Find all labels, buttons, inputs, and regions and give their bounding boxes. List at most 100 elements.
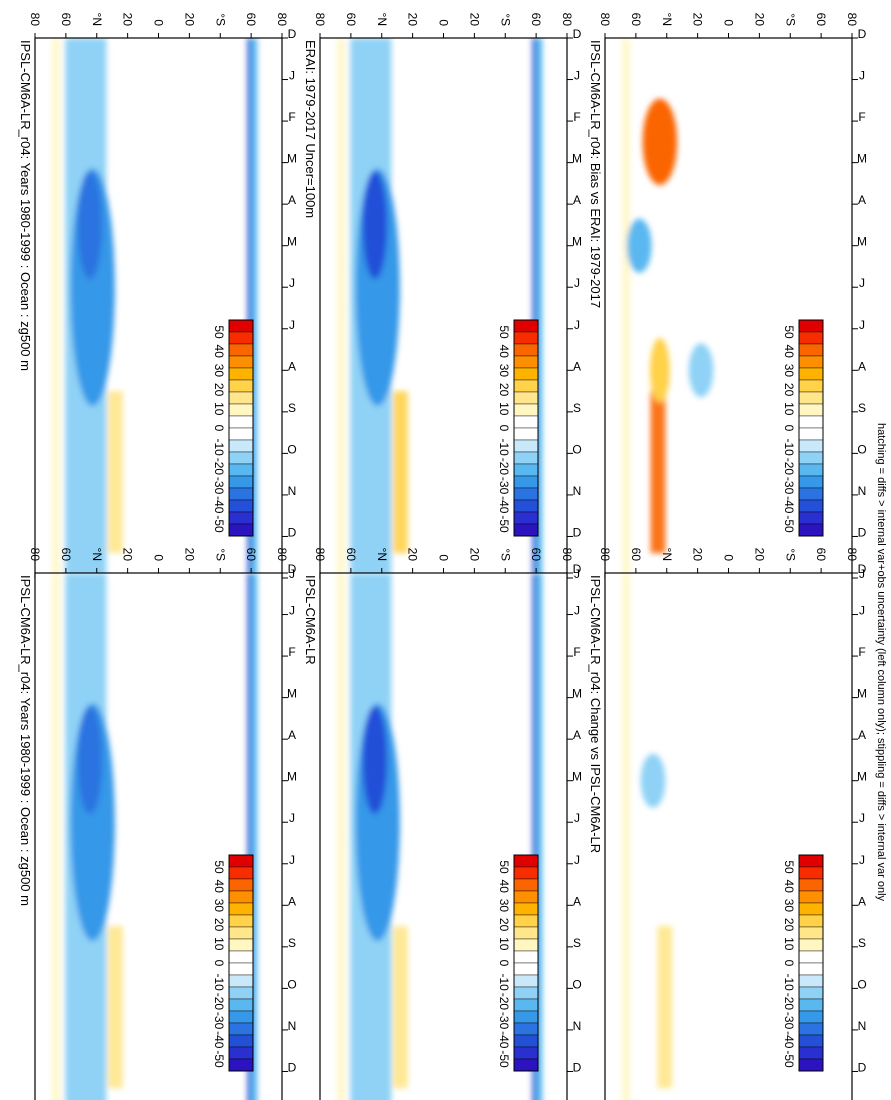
- colorbar-label: -10: [497, 439, 511, 457]
- colorbar-cell: [228, 415, 254, 429]
- colorbar-cell: [228, 451, 254, 465]
- x-tick-label: N: [858, 484, 867, 498]
- x-tick-label: D: [573, 1060, 582, 1074]
- colorbar-cell: [798, 379, 824, 393]
- colorbar-cell: [798, 950, 824, 964]
- colorbar-cell: [513, 475, 539, 489]
- y-tick-label: 60: [529, 548, 543, 562]
- colorbar-label: -20: [212, 993, 226, 1011]
- colorbar-cell: [228, 1058, 254, 1072]
- x-tick-label: F: [573, 645, 580, 659]
- x-tick-label: J: [574, 69, 580, 83]
- y-tick-label: 60: [529, 13, 543, 27]
- x-tick-label: J: [574, 853, 580, 867]
- colorbar-cell: [798, 890, 824, 904]
- colorbar-label: -10: [782, 974, 796, 992]
- panel-top-right: DJFMAMJJASONDJ8060°N20020°S6080IPSL-CM6A…: [18, 548, 297, 1100]
- band-positive: [393, 391, 408, 554]
- y-tick-label: 80: [845, 13, 859, 27]
- panel-title: IPSL-CM6A-LR_r04: Years 1980-1999 : Ocea…: [18, 575, 33, 906]
- x-tick-label: M: [287, 687, 297, 701]
- y-tick-label: 20: [182, 548, 196, 562]
- colorbar-label: 50: [782, 860, 796, 874]
- x-tick-label: J: [859, 318, 865, 332]
- colorbar-frame: [228, 319, 254, 537]
- y-tick-label: °N: [90, 13, 104, 26]
- x-tick-label: A: [288, 894, 296, 908]
- y-tick-label: 0: [152, 554, 166, 561]
- colorbar-cell: [513, 878, 539, 892]
- colorbar-label: 40: [782, 345, 796, 359]
- colorbar-cell: [513, 1034, 539, 1048]
- y-tick-label: °S: [213, 13, 227, 26]
- panel-bottom-right: DJFMAMJJASONDJ8060°N20020°S6080IPSL-CM6A…: [588, 548, 867, 1100]
- colorbar-label: 10: [782, 937, 796, 951]
- colorbar-cell: [228, 866, 254, 880]
- colorbar-cell: [798, 854, 824, 868]
- colorbar-label: -30: [212, 1012, 226, 1030]
- colorbar-label: 30: [497, 899, 511, 913]
- y-tick-label: 80: [28, 13, 42, 27]
- colorbar-label: -40: [497, 496, 511, 514]
- colorbar-cell: [228, 343, 254, 357]
- x-tick-label: A: [573, 728, 581, 742]
- x-tick-label: D: [288, 525, 297, 539]
- x-tick-label: N: [573, 484, 582, 498]
- colorbar-cell: [513, 914, 539, 928]
- colorbar-label: -50: [497, 1050, 511, 1068]
- x-tick-label: D: [288, 1060, 297, 1074]
- colorbar-cell: [228, 1022, 254, 1036]
- y-tick-label: °S: [498, 13, 512, 26]
- colorbar-cell: [228, 499, 254, 513]
- y-tick-label: °S: [213, 548, 227, 561]
- x-tick-label: D: [573, 562, 582, 576]
- colorbar-cell: [513, 938, 539, 952]
- y-tick-label: °N: [660, 13, 674, 26]
- colorbar-cell: [798, 998, 824, 1012]
- x-tick-label: S: [573, 401, 581, 415]
- y-tick-label: 60: [344, 13, 358, 27]
- x-tick-label: F: [288, 645, 295, 659]
- colorbar-label: 40: [497, 880, 511, 894]
- colorbar-cell: [798, 331, 824, 345]
- colorbar-cell: [798, 938, 824, 952]
- colorbar-cell: [228, 355, 254, 369]
- colorbar-label: -20: [212, 458, 226, 476]
- colorbar-cell: [513, 511, 539, 525]
- x-tick-label: J: [859, 811, 865, 825]
- colorbar-label: 50: [782, 325, 796, 339]
- colorbar-label: 40: [782, 880, 796, 894]
- band-positive: [108, 926, 123, 1089]
- x-tick-label: J: [859, 276, 865, 290]
- colorbar-top-left: 50 40 30 20 10 0 -10-20-30-40-50: [212, 319, 254, 537]
- colorbar-cell: [513, 950, 539, 964]
- y-tick-label: 60: [59, 548, 73, 562]
- colorbar-cell: [798, 1046, 824, 1060]
- y-tick-label: 60: [59, 13, 73, 27]
- y-tick-label: 80: [275, 548, 289, 562]
- colorbar-label: -30: [497, 1012, 511, 1030]
- x-tick-label: S: [858, 936, 866, 950]
- x-tick-label: D: [288, 27, 297, 41]
- colorbar-cell: [513, 355, 539, 369]
- colorbar-cell: [798, 914, 824, 928]
- y-tick-label: °S: [783, 13, 797, 26]
- x-tick-label: N: [288, 1019, 297, 1033]
- panel-middle-right: DJFMAMJJASONDJ8060°N20020°S6080IPSL-CM6A…: [303, 548, 582, 1100]
- x-tick-label: J: [574, 567, 580, 581]
- x-tick-label: N: [288, 484, 297, 498]
- colorbar-cell: [798, 499, 824, 513]
- colorbar-label: 40: [212, 345, 226, 359]
- colorbar-cell: [228, 890, 254, 904]
- y-tick-label: 60: [629, 13, 643, 27]
- y-tick-label: 0: [722, 19, 736, 26]
- x-tick-label: M: [572, 152, 582, 166]
- colorbar-cell: [513, 451, 539, 465]
- colorbar-cell: [798, 1010, 824, 1024]
- band-positive-high: [337, 573, 345, 1100]
- colorbar-label: 0: [782, 425, 796, 432]
- peak-negative: [362, 170, 388, 279]
